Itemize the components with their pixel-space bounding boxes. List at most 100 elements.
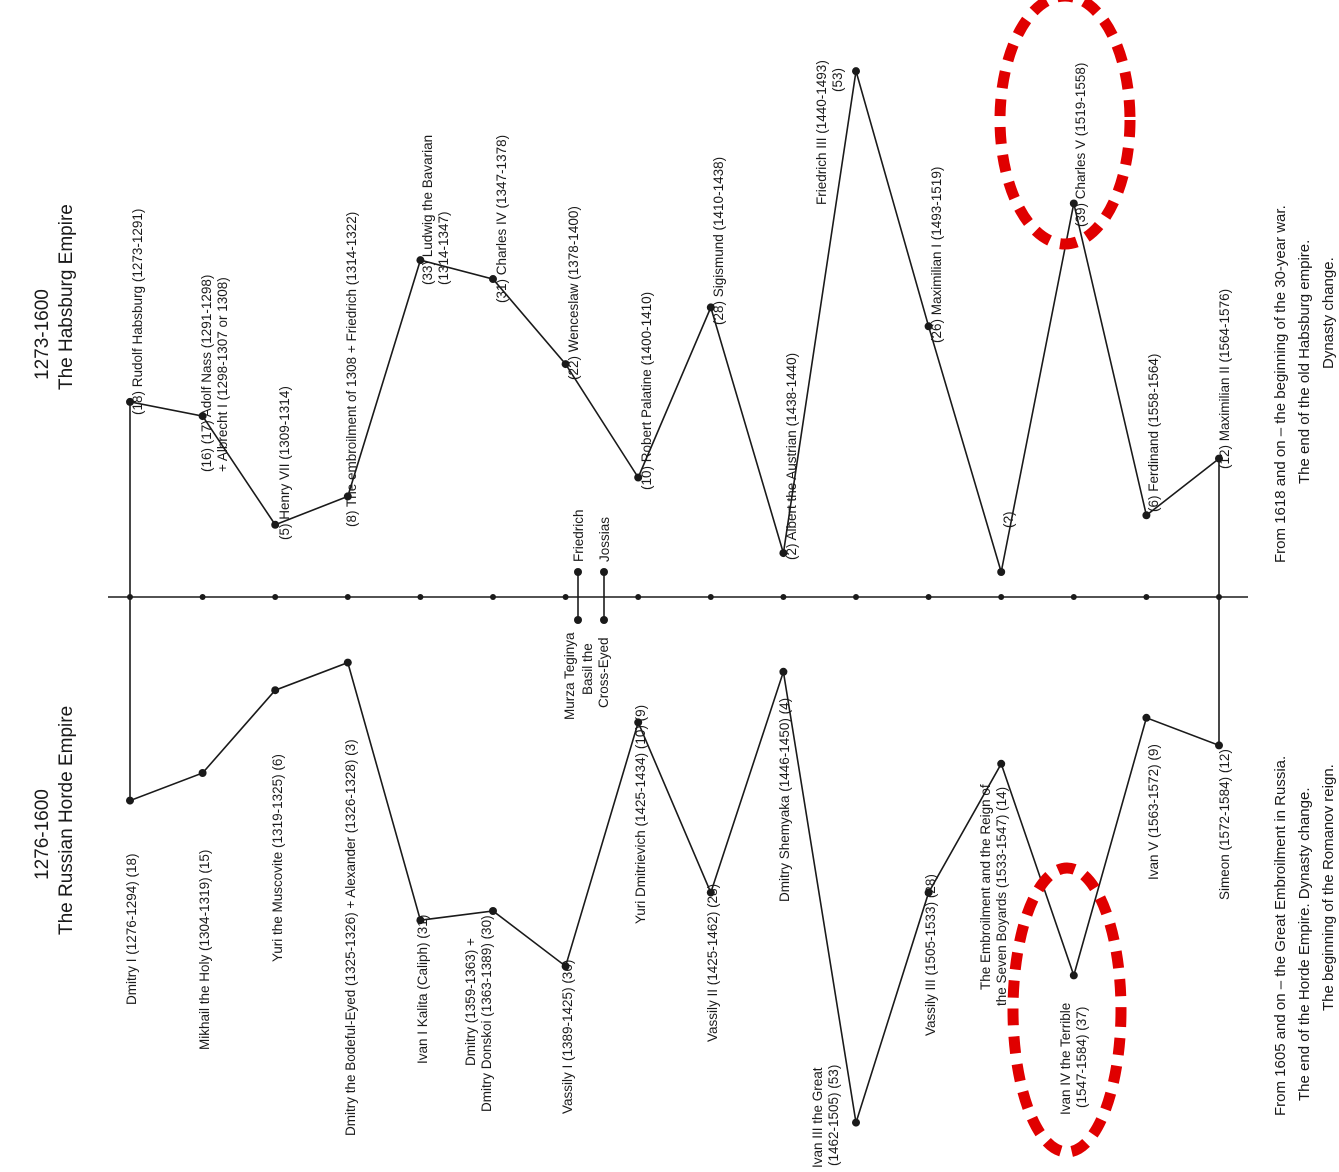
habsburg-note-line-3: Dynasty change. <box>1320 257 1337 369</box>
habsburg-point <box>1069 199 1078 208</box>
horde-points <box>126 658 1223 1127</box>
axis-tick <box>272 594 279 600</box>
label-unknown: (?) <box>1001 512 1016 529</box>
label-sigismund: (28) Sigismund (1410-1438) <box>711 157 726 325</box>
label-dmitry-i: Dmitry I (1276-1294) (18) <box>124 853 139 1005</box>
horde-point <box>1142 713 1151 722</box>
horde-point <box>416 916 425 925</box>
label-seven-boyards-2: the Seven Boyards (1533-1547) (14) <box>994 787 1009 1006</box>
horde-reign-line <box>129 597 1220 1123</box>
ivan-iv-highlight <box>1007 862 1127 1158</box>
horde-point <box>1069 971 1078 980</box>
label-vassily-iii: Vassily III (1505-1533) (28) <box>923 874 938 1036</box>
habsburg-note-line-1: From 1618 and on – the beginning of the … <box>1272 205 1289 563</box>
horde-point <box>779 667 788 676</box>
habsburg-points <box>126 67 1223 576</box>
label-ludwig: (33) Ludwig the Bavarian <box>420 135 435 285</box>
horde-point <box>924 888 933 897</box>
label-wenceslaw: (22) Wenceslaw (1378-1400) <box>566 206 581 380</box>
axis-tick <box>925 594 932 600</box>
label-friedrich-side: Friedrich <box>571 509 586 562</box>
label-basil-1: Basil the <box>580 643 595 695</box>
axis-tick <box>344 594 351 600</box>
horde-point <box>489 907 497 915</box>
label-henry: (5) Henry VII (1309-1314) <box>277 386 292 540</box>
horde-title-years: 1276-1600 <box>32 789 53 880</box>
label-friedrich-iii: Friedrich III (1440-1493) <box>814 60 829 205</box>
label-maximilian-i: (26) Maximilian I (1493-1519) <box>929 167 944 343</box>
horde-title: The Russian Horde Empire <box>56 706 77 935</box>
habsburg-point <box>1142 511 1151 520</box>
habsburg-point <box>997 568 1006 576</box>
label-charles-v: (39) Charles V (1519-1558) <box>1073 63 1088 227</box>
habsburg-point <box>924 322 933 331</box>
horde-note-line-3: The beginning of the Romanov reign. <box>1320 764 1337 1011</box>
label-simeon: Simeon (1572-1584) (12) <box>1217 749 1232 900</box>
label-seven-boyards-1: The Embroilment and the Reign of <box>978 784 993 990</box>
habsburg-point <box>706 303 715 312</box>
label-ivan-iii-years: (1462-1505) (53) <box>826 1065 841 1166</box>
habsburg-point <box>561 360 570 369</box>
label-ivan-iv: Ivan IV the Terrible <box>1058 1003 1073 1115</box>
label-jossias-side: Jossias <box>597 517 612 562</box>
horde-point <box>126 796 134 805</box>
horde-point <box>343 658 352 667</box>
habsburg-point <box>343 492 352 501</box>
horde-point <box>1215 741 1223 750</box>
habsburg-reign-line <box>129 70 1220 597</box>
habsburg-point <box>489 275 497 284</box>
axis-tick <box>1070 594 1077 600</box>
label-ivan-iii: Ivan III the Great <box>810 1067 825 1168</box>
habsburg-point <box>416 256 425 265</box>
axis-tick <box>1143 594 1150 600</box>
label-yuri-dmitrievich: Yuri Dmitrievich (1425-1434) (10) (9) <box>633 705 648 924</box>
horde-point <box>852 1118 860 1127</box>
charles-v-highlight <box>994 0 1136 250</box>
axis-tick <box>853 594 859 600</box>
label-ludwig-years: (1314-1347) <box>436 211 451 285</box>
axis-tick <box>998 594 1005 600</box>
label-adolf: (16) (17) Adolf Nass (1291-1298) <box>199 275 214 472</box>
label-murza: Murza Teginya <box>562 632 577 720</box>
label-dmitry-bodeful: Dmitry the Bodeful-Eyed (1325-1326) + Al… <box>343 739 358 1136</box>
habsburg-point <box>271 520 280 529</box>
habsburg-point <box>779 549 788 558</box>
habsburg-point <box>126 397 134 406</box>
label-embroilment-1308: (8) The embroilment of 1308 + Friedrich … <box>344 212 359 527</box>
axis-tick <box>707 594 714 600</box>
habsburg-point <box>852 67 860 76</box>
label-friedrich-iii-count: (53) <box>830 68 845 92</box>
label-robert: (10) Robert Palatine (1400-1410) <box>639 292 654 490</box>
label-mikhail: Mikhail the Holy (1304-1319) (15) <box>197 850 212 1050</box>
label-basil-2: Cross-Eyed <box>596 637 611 708</box>
horde-note-line-1: From 1605 and on – the Great Embroilment… <box>1272 756 1289 1116</box>
axis-tick <box>562 594 569 600</box>
label-vassily-ii: Vassily II (1425-1462) (28) <box>705 884 720 1042</box>
horde-point <box>561 962 570 971</box>
axis-tick <box>417 594 424 600</box>
label-albert: (2) Albert the Austrian (1438-1440) <box>784 353 799 560</box>
friedrich-point <box>574 568 582 576</box>
label-maximilian-ii: (12) Maximilian II (1564-1576) <box>1217 289 1232 469</box>
label-albrecht: + Albrecht I (1298-1307 or 1308) <box>215 277 230 472</box>
horde-point <box>706 888 715 897</box>
label-vassily-i: Vassily I (1389-1425) (36) <box>560 960 575 1114</box>
label-yuri-muscovite: Yuri the Muscovite (1319-1325) (6) <box>270 754 285 962</box>
axis-ticks <box>127 594 1222 600</box>
label-dmitry-donskoi: Dmitry Donskoi (1363-1389) (30) <box>479 915 494 1112</box>
habsburg-note-line-2: The end of the old Habsburg empire. <box>1296 240 1313 484</box>
murza-point <box>574 616 582 624</box>
label-ivan-v: Ivan V (1563-1572) (9) <box>1146 744 1161 880</box>
horde-point <box>997 759 1006 768</box>
axis-tick <box>780 594 787 600</box>
label-charles-iv: (31) Charles IV (1347-1378) <box>494 135 509 303</box>
axis-tick <box>199 594 206 600</box>
axis-tick <box>635 594 642 600</box>
label-ivan-kalita: Ivan I Kalita (Caliph) (31) <box>415 915 430 1064</box>
basil-point <box>600 616 608 624</box>
habsburg-title-years: 1273-1600 <box>32 289 53 380</box>
horde-note-line-2: The end of the Horde Empire. Dynasty cha… <box>1296 787 1313 1101</box>
habsburg-title: The Habsburg Empire <box>56 204 77 390</box>
jossias-point <box>600 568 608 576</box>
